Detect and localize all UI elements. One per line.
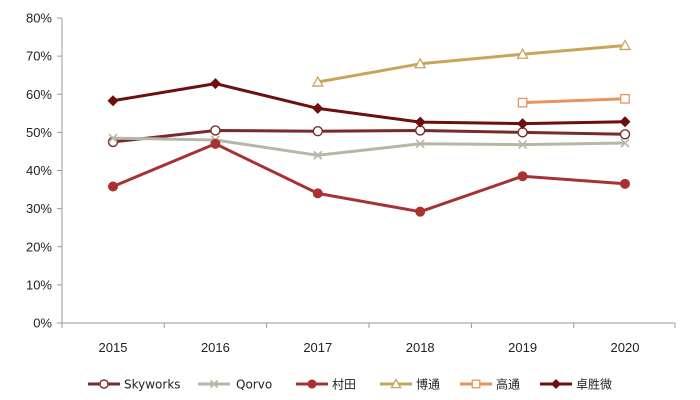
series-line [112,136,626,157]
data-point [618,39,632,51]
x-tick-label: 2018 [406,340,435,355]
data-point [415,206,426,217]
data-point [108,181,118,192]
y-tick-label: 10% [26,277,52,292]
data-point [516,47,529,59]
data-point [620,138,630,148]
series-line [317,44,626,84]
data-point [517,118,529,130]
legend-item: Qorvo [198,378,272,392]
legend-item: 博通 [380,377,440,392]
data-point [312,126,323,137]
data-point [209,78,221,90]
data-point [108,133,118,143]
legend-label: 博通 [416,377,440,392]
data-point [107,95,119,107]
series-5 [107,78,631,130]
series-4 [517,93,630,108]
x-tick-label: 2017 [303,340,332,355]
y-axis: 0% 10% 20% 30% 40% 50% 60% 70% 80% [26,11,63,331]
legend-label: Qorvo [236,378,272,392]
data-point [414,116,426,128]
legend-marker [471,379,481,389]
legend-marker [550,378,562,390]
y-tick-label: 70% [26,49,52,64]
legend-marker [99,379,109,389]
legend-marker [307,379,317,389]
legend-label: Skyworks [124,378,181,392]
data-point [620,93,630,104]
data-point [415,139,425,149]
legend-label: 村田 [332,378,356,392]
data-point [517,127,528,138]
legend: Skyworks Qorvo 村田 博通 高通 卓胜微 [88,377,612,392]
series-line [522,97,626,105]
series-line [112,142,626,214]
data-point [517,171,528,182]
y-tick-label: 30% [26,201,52,216]
legend-marker [390,378,402,389]
legend-item: 卓胜微 [540,377,612,392]
legend-marker [209,379,219,389]
y-tick-label: 80% [26,11,52,26]
y-tick-label: 20% [26,239,52,254]
y-tick-label: 0% [33,316,52,331]
x-tick-label: 2016 [201,340,230,355]
y-tick-label: 60% [26,87,52,102]
data-point [414,57,427,69]
series-line [112,82,626,126]
data-point [620,178,630,189]
data-point [312,188,323,199]
y-tick-label: 50% [26,125,52,140]
legend-item: 高通 [460,377,520,392]
data-point [312,102,324,114]
data-point [619,129,631,140]
data-point [210,125,221,136]
x-tick-label: 2019 [508,340,537,355]
series-2 [108,138,630,217]
x-tick-label: 2020 [611,340,640,355]
data-point [311,75,324,87]
series-line [112,129,626,144]
x-axis: 2015 2016 2017 2018 2019 2020 [61,322,676,355]
data-point [517,97,528,108]
legend-item: 村田 [296,378,356,392]
x-tick-label: 2015 [99,340,128,355]
y-tick-label: 40% [26,163,52,178]
series-lines [107,39,632,217]
data-point [210,138,221,149]
series-3 [311,39,632,87]
legend-label: 卓胜微 [576,377,612,392]
data-point [518,140,528,150]
data-point [313,150,323,160]
data-point [619,116,631,128]
legend-item: Skyworks [88,378,181,392]
legend-label: 高通 [496,377,520,392]
